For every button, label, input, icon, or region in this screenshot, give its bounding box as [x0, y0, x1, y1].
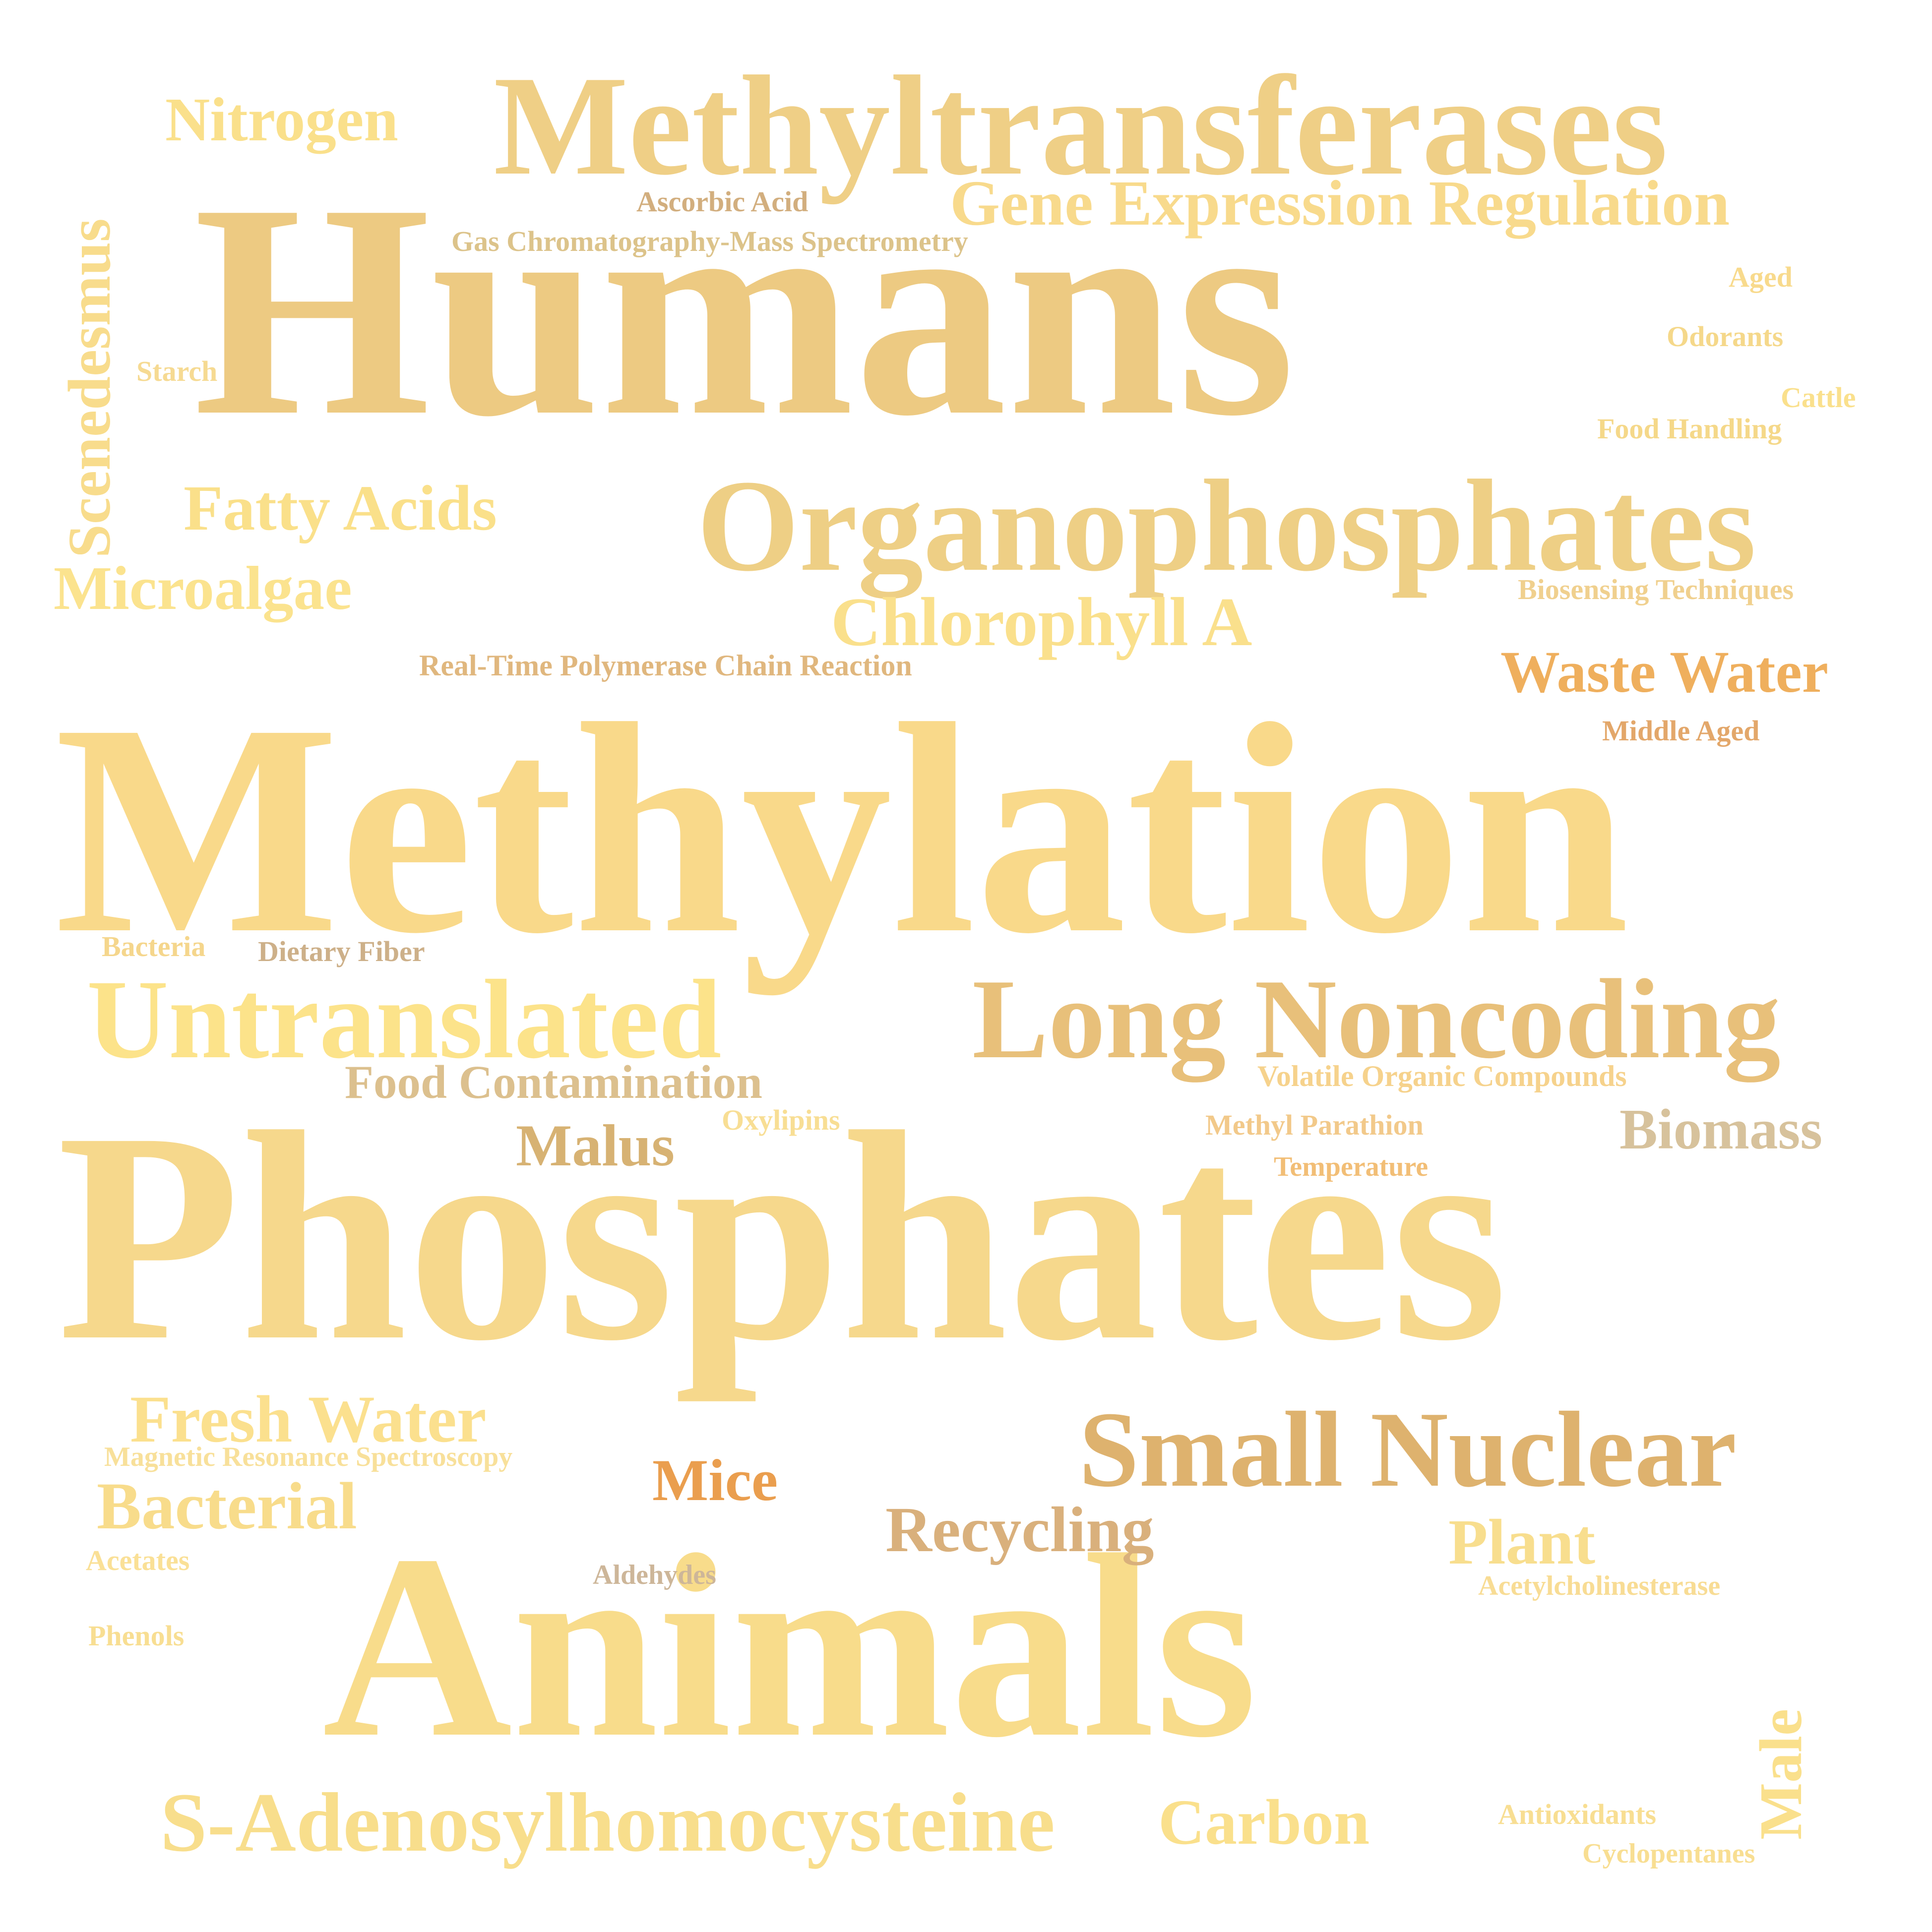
- word-cattle: Cattle: [1781, 381, 1856, 414]
- word-nitrogen: Nitrogen: [165, 86, 398, 154]
- word-carbon: Carbon: [1158, 1787, 1370, 1858]
- word-chlorophyll-a: Chlorophyll A: [831, 584, 1252, 661]
- word-gas-chromatography-mass-spectrometry: Gas Chromatography-Mass Spectrometry: [451, 225, 968, 257]
- word-microalgae: Microalgae: [54, 554, 352, 623]
- word-fatty-acids: Fatty Acids: [184, 473, 497, 544]
- word-acetates: Acetates: [86, 1544, 190, 1576]
- word-methylation: Methylation: [55, 662, 1629, 996]
- word-food-handling: Food Handling: [1597, 413, 1782, 445]
- word-biomass: Biomass: [1620, 1098, 1822, 1161]
- word-organophosphates: Organophosphates: [697, 453, 1756, 599]
- word-temperature: Temperature: [1274, 1151, 1429, 1182]
- word-mice: Mice: [652, 1447, 778, 1513]
- word-real-time-pcr: Real-Time Polymerase Chain Reaction: [419, 649, 912, 682]
- word-long-noncoding: Long Noncoding: [972, 956, 1781, 1082]
- word-scenedesmus: Scenedesmus: [56, 218, 123, 558]
- word-food-contamination: Food Contamination: [345, 1056, 762, 1108]
- word-methyl-parathion: Methyl Parathion: [1205, 1109, 1424, 1141]
- word-animals: Animals: [322, 1501, 1257, 1792]
- word-untranslated: Untranslated: [87, 957, 722, 1082]
- word-malus: Malus: [516, 1112, 675, 1178]
- word-volatile-organic-compounds: Volatile Organic Compounds: [1257, 1060, 1627, 1092]
- word-odorants: Odorants: [1667, 320, 1784, 353]
- word-dietary-fiber: Dietary Fiber: [258, 935, 425, 967]
- word-acetylcholinesterase: Acetylcholinesterase: [1478, 1570, 1721, 1601]
- word-starch: Starch: [136, 355, 218, 387]
- word-humans: Humans: [193, 141, 1296, 479]
- word-middle-aged: Middle Aged: [1602, 715, 1760, 747]
- word-bacteria: Bacteria: [102, 930, 206, 963]
- word-phenols: Phenols: [88, 1620, 185, 1652]
- word-fresh-water: Fresh Water: [130, 1383, 487, 1456]
- word-plant: Plant: [1448, 1507, 1596, 1578]
- word-cyclopentanes: Cyclopentanes: [1582, 1838, 1755, 1869]
- word-oxylipins: Oxylipins: [722, 1104, 840, 1136]
- word-waste-water: Waste Water: [1500, 639, 1828, 705]
- word-antioxidants: Antioxidants: [1498, 1798, 1657, 1830]
- word-bacterial: Bacterial: [97, 1469, 357, 1543]
- word-male: Male: [1747, 1708, 1814, 1840]
- word-aged: Aged: [1729, 261, 1793, 293]
- word-aldehydes: Aldehydes: [593, 1560, 716, 1590]
- word-ascorbic-acid: Ascorbic Acid: [636, 185, 809, 218]
- word-phosphates: Phosphates: [57, 1070, 1508, 1402]
- word-gene-expression-regulation: Gene Expression Regulation: [950, 168, 1730, 239]
- word-s-adenosylhomocysteine: S-Adenosylhomocysteine: [160, 1776, 1055, 1869]
- word-biosensing-techniques: Biosensing Techniques: [1518, 573, 1794, 605]
- word-methyltransferases: Methyltransferases: [494, 47, 1668, 205]
- word-magnetic-resonance-spectroscopy: Magnetic Resonance Spectroscopy: [104, 1442, 513, 1472]
- word-recycling: Recycling: [885, 1494, 1154, 1566]
- word-small-nuclear: Small Nuclear: [1079, 1390, 1737, 1509]
